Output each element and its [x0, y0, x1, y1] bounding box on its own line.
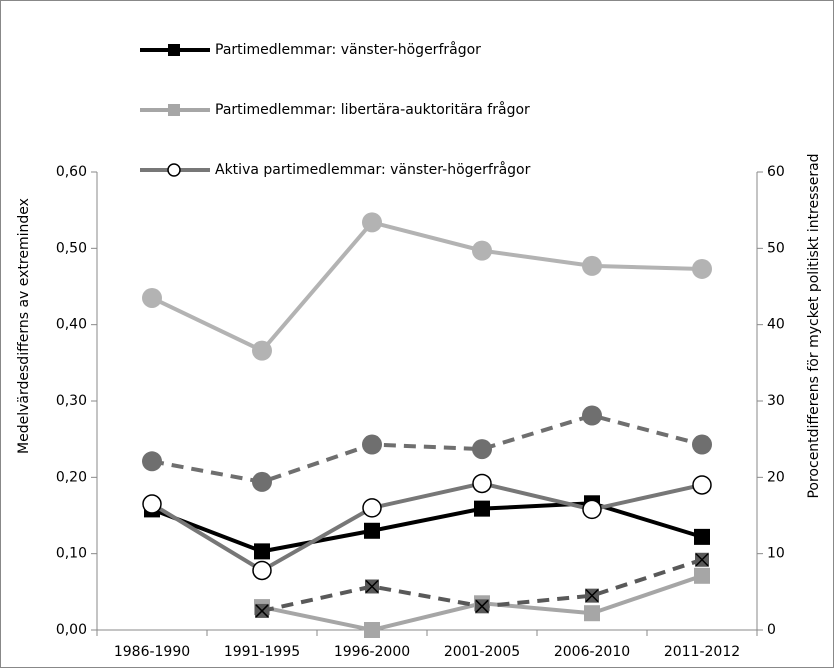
series-line — [151, 501, 703, 554]
x-tick-label: 2006-2010 — [554, 644, 630, 660]
y-tick-label: 0,10 — [56, 546, 87, 562]
point — [472, 473, 492, 494]
y2-tick-label: 60 — [767, 164, 785, 180]
point — [695, 552, 709, 567]
point — [692, 434, 712, 455]
x-tick-label: 1991-1995 — [224, 644, 300, 660]
y-tick-label: 0,30 — [56, 393, 87, 409]
point — [364, 622, 380, 638]
series-line — [150, 481, 703, 573]
x-tick-label: 2011-2012 — [664, 644, 740, 660]
point-part — [255, 604, 269, 618]
point — [364, 522, 380, 539]
point — [584, 605, 600, 622]
point — [362, 434, 382, 455]
y-tick-label: 0,40 — [56, 317, 87, 333]
point — [252, 560, 272, 581]
point — [254, 543, 270, 560]
series-line — [151, 220, 703, 354]
point — [142, 494, 162, 514]
point-part — [585, 589, 599, 603]
point — [142, 287, 162, 308]
point — [252, 340, 272, 361]
point — [694, 528, 710, 545]
y-tick-label: 0,60 — [56, 164, 87, 180]
y-tick-label: 0,00 — [56, 622, 87, 638]
y2-tick-label: 40 — [767, 317, 785, 333]
point — [362, 498, 382, 518]
legend-label: Aktiva partimedlemmar: vänster-högerfråg… — [215, 161, 531, 178]
point — [472, 240, 492, 261]
y2-tick-label: 30 — [767, 393, 785, 409]
point — [692, 258, 712, 279]
point — [252, 471, 272, 492]
y2-tick-label: 20 — [767, 469, 785, 485]
point — [475, 599, 489, 614]
point — [585, 588, 599, 603]
point — [365, 579, 379, 594]
y2-tick-label: 0 — [767, 622, 776, 638]
y2-axis-label: Porocentdifferens för mycket politiskt i… — [806, 153, 822, 498]
point-part — [475, 599, 489, 613]
legend-label: Partimedlemmar: libertära-auktoritära fr… — [215, 101, 530, 118]
point-part — [365, 579, 379, 594]
point-part — [695, 553, 709, 567]
x-tick-label: 1996-2000 — [334, 644, 410, 660]
point — [362, 212, 382, 233]
legend-label: Partimedlemmar: vänster-högerfrågor — [215, 41, 481, 58]
point — [692, 475, 712, 495]
y-tick-label: 0,20 — [56, 469, 87, 485]
point — [582, 255, 602, 276]
legend-marker — [168, 44, 180, 56]
legend-marker — [168, 104, 180, 116]
series-line — [151, 413, 703, 484]
point — [582, 499, 602, 520]
point — [694, 567, 710, 584]
point — [255, 603, 269, 618]
y-tick-label: 0,50 — [56, 240, 87, 256]
y2-tick-label: 10 — [767, 546, 785, 562]
legend-marker — [167, 163, 181, 177]
y-axis-label: Medelvärdesdifferns av extremindex — [16, 198, 32, 454]
point — [582, 405, 602, 426]
point — [472, 439, 492, 460]
point — [142, 451, 162, 472]
point — [474, 500, 490, 517]
x-tick-label: 2001-2005 — [444, 644, 520, 660]
x-tick-label: 1986-1990 — [114, 644, 190, 660]
y2-tick-label: 50 — [767, 240, 785, 256]
